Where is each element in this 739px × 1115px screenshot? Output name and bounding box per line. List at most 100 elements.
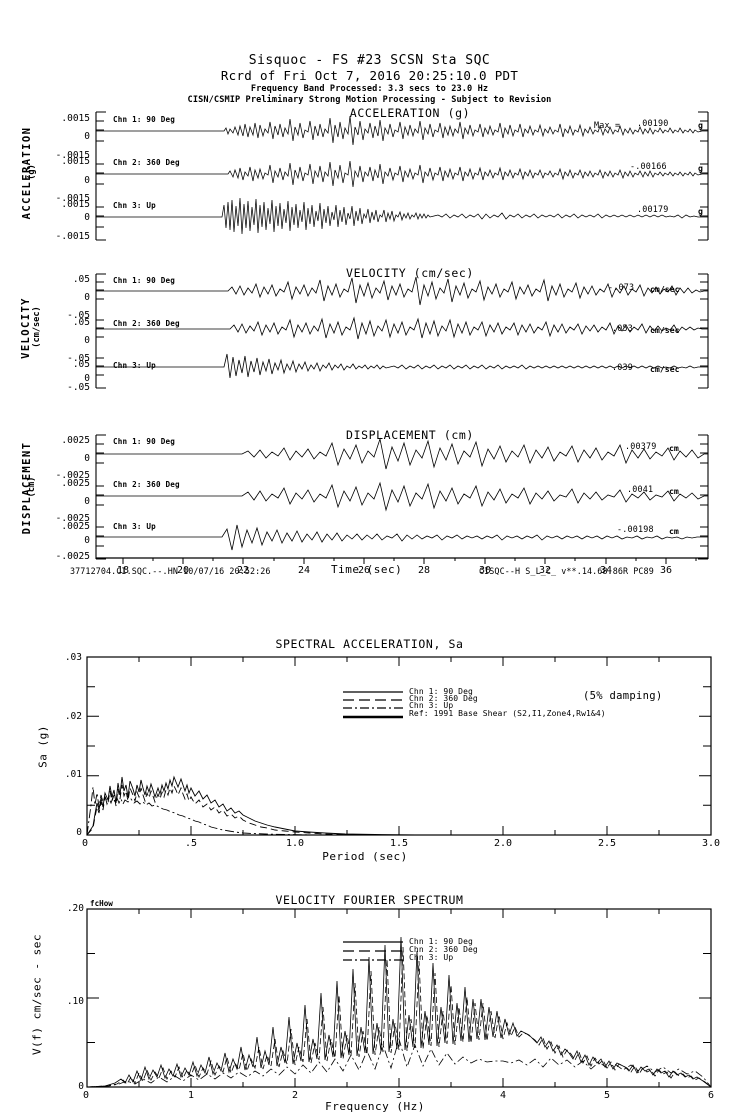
vel-ch3-label: Chn 3: Up <box>113 361 156 370</box>
fs-xlabel-4: 4 <box>499 1090 507 1101</box>
vel-ch3-max-unit: cm/sec <box>650 364 680 374</box>
acc-ch1-ylabel-mid: 0 <box>84 131 90 142</box>
disp-ch2-label: Chn 2: 360 Deg <box>113 480 180 489</box>
disp-ch3-max-value: -.00198 <box>617 524 654 534</box>
acc-ch2-ylabel-top: .0015 <box>61 156 90 167</box>
record-title-line1: Sisquoc - FS #23 SCSN Sta SQC <box>248 53 491 68</box>
fs-legend-item-ch3: Chn 3: Up <box>409 953 454 962</box>
vel-ch1-ylabel-top: .05 <box>72 274 90 285</box>
record-id-footer: 37712704.CI.SQC.--.HN 10/07/16 20:52:26 <box>70 566 271 576</box>
acc-ch2-max-value: -.00166 <box>630 161 667 171</box>
vel-ch3-ylabel-top: .05 <box>72 359 90 370</box>
sa-xlabel-25: 2.5 <box>597 838 617 849</box>
fs-panel-title: VELOCITY FOURIER SPECTRUM <box>275 893 464 907</box>
fs-legend-item-ch1: Chn 1: 90 Deg <box>409 937 473 946</box>
time-axis-svg <box>96 557 708 564</box>
sa-legend-lines <box>343 691 403 719</box>
sa-xlabel-20: 2.0 <box>493 838 513 849</box>
time-tick-30: 30 <box>478 565 492 576</box>
acc-ch3-ylabel-mid: 0 <box>84 212 90 223</box>
disp-ch1-ylabel-bot: -.0025 <box>55 470 90 481</box>
time-tick-36: 36 <box>659 565 673 576</box>
time-tick-18: 18 <box>116 565 130 576</box>
fs-y-axis-label: V(f) cm/sec - sec <box>30 933 44 1056</box>
sa-legend-item-ch3: Chn 3: Up <box>409 701 454 710</box>
disp-ch2-max-value: .0041 <box>627 484 654 494</box>
sa-xlabel-0: 0 <box>81 838 89 849</box>
time-tick-32: 32 <box>538 565 552 576</box>
acc-ch3-ylabel-bot: -.0015 <box>55 231 90 242</box>
acc-ch2-ylabel-bot: -.0015 <box>55 193 90 204</box>
fs-ylabel-20: .20 <box>66 903 84 914</box>
fs-plot-svg <box>86 908 712 1088</box>
acc-ch3-label: Chn 3: Up <box>113 201 156 210</box>
vel-ch1-ylabel-mid: 0 <box>84 292 90 303</box>
disp-ch3-ylabel-top: .0025 <box>61 521 90 532</box>
fs-xlabel-2: 2 <box>291 1090 299 1101</box>
disp-ch1-max-unit: cm <box>669 443 679 453</box>
sa-panel-title: SPECTRAL ACCELERATION, Sa <box>275 637 464 651</box>
sa-x-axis-label: Period (sec) <box>322 850 408 863</box>
sa-xlabel-05: .5 <box>184 838 198 849</box>
acc-ch2-max-unit: g <box>698 163 703 173</box>
record-title-line2: Rcrd of Fri Oct 7, 2016 20:25:10.0 PDT <box>220 68 519 83</box>
fs-ylabel-0: 0 <box>78 1081 84 1092</box>
acceleration-traces-svg <box>95 111 709 241</box>
sa-ylabel-0: 0 <box>76 827 82 838</box>
time-history-plots: ACCELERATION (g) VELOCITY (cm/sec) DISPL… <box>20 106 709 576</box>
vel-ch2-ylabel-mid: 0 <box>84 335 90 346</box>
sa-damping-note: (5% damping) <box>583 690 663 702</box>
time-tick-22: 22 <box>236 565 250 576</box>
sa-ylabel-03: .03 <box>64 652 82 663</box>
disp-ch3-max-unit: cm <box>669 526 679 536</box>
vel-ch2-max-value: .053 <box>612 323 633 333</box>
acc-ch3-max-value: .00179 <box>637 204 669 214</box>
disp-ch3-ylabel-bot: -.0025 <box>55 551 90 562</box>
sa-ylabel-01: .01 <box>64 769 82 780</box>
fs-x-axis-label: Frequency (Hz) <box>325 1100 425 1113</box>
sa-xlabel-15: 1.5 <box>389 838 409 849</box>
fs-ylabel-10: .10 <box>66 996 84 1007</box>
disp-ch2-ylabel-bot: -.0025 <box>55 513 90 524</box>
disp-ch3-label: Chn 3: Up <box>113 522 156 531</box>
fs-legend-lines <box>343 941 403 961</box>
fs-xlabel-0: 0 <box>82 1090 90 1101</box>
sa-legend-item-ch1: Chn 1: 90 Deg <box>409 687 473 696</box>
time-tick-28: 28 <box>417 565 431 576</box>
sa-legend-item-ref: Ref: 1991 Base Shear (S2,I1,Zone4,Rw1&4) <box>409 709 606 718</box>
disp-ch3-ylabel-mid: 0 <box>84 535 90 546</box>
vel-ch1-ylabel-bot: -.05 <box>67 310 90 321</box>
vel-ch2-ylabel-top: .05 <box>72 317 90 328</box>
disp-ch1-max-value: .00379 <box>625 441 657 451</box>
velocity-side-label: VELOCITY <box>20 297 32 359</box>
time-tick-34: 34 <box>599 565 613 576</box>
fs-legend-item-ch2: Chn 2: 360 Deg <box>409 945 478 954</box>
acc-ch1-max-prefix: Max = <box>594 120 621 130</box>
vel-ch3-max-value: .039 <box>612 362 633 372</box>
acc-ch1-ylabel-top: .0015 <box>61 113 90 124</box>
sa-plot-svg <box>86 656 712 836</box>
vel-ch1-max-unit: cm/sec <box>650 284 680 294</box>
vel-ch1-max-value: -.073 <box>608 282 635 292</box>
acc-ch3-ylabel-top: .0015 <box>61 199 90 210</box>
displacement-traces-svg <box>95 434 709 560</box>
acceleration-panel-title: ACCELERATION (g) <box>349 106 471 120</box>
acc-ch2-label: Chn 2: 360 Deg <box>113 158 180 167</box>
sa-ylabel-02: .02 <box>64 711 82 722</box>
fs-corner-frequency-label: fcHow <box>90 899 113 908</box>
vel-ch3-ylabel-mid: 0 <box>84 373 90 384</box>
processing-note: CISN/CSMIP Preliminary Strong Motion Pro… <box>187 95 552 105</box>
disp-ch2-ylabel-mid: 0 <box>84 496 90 507</box>
time-tick-20: 20 <box>176 565 190 576</box>
disp-ch2-max-unit: cm <box>669 486 679 496</box>
vel-ch2-max-unit: cm/sec <box>650 325 680 335</box>
acc-ch1-label: Chn 1: 90 Deg <box>113 115 176 124</box>
acc-ch1-max-value: .00190 <box>637 118 669 128</box>
acc-ch1-ylabel-bot: -.0015 <box>55 150 90 161</box>
acc-ch3-max-unit: g <box>698 206 703 216</box>
acc-ch1-max-unit: g <box>698 120 703 130</box>
processing-version-footer: CISQC--H S_L_C_ v**.14.68.86R PC89 <box>479 566 654 576</box>
sa-legend-item-ch2: Chn 2: 360 Deg <box>409 694 478 703</box>
displacement-panel-title: DISPLACEMENT (cm) <box>346 428 474 442</box>
disp-ch1-label: Chn 1: 90 Deg <box>113 437 176 446</box>
